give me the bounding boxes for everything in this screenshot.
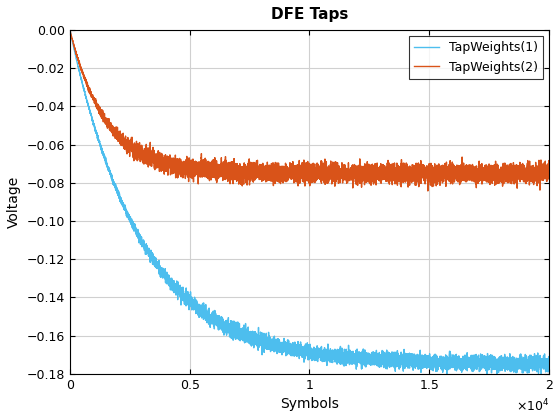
Y-axis label: Voltage: Voltage (7, 176, 21, 228)
TapWeights(1) (410, 356, 417, 361)
Text: $\times10^4$: $\times10^4$ (516, 398, 549, 415)
TapWeights(1) (515, 358, 521, 363)
Line: TapWeights(1): TapWeights(1) (70, 30, 549, 375)
TapWeights(1) (444, 372, 450, 377)
TapWeights(1) (356, 354, 363, 359)
TapWeights(2) (67, 28, 73, 33)
Line: TapWeights(2): TapWeights(2) (70, 30, 549, 191)
Title: DFE Taps: DFE Taps (271, 7, 348, 22)
TapWeights(2) (410, 173, 417, 178)
TapWeights(1) (546, 360, 553, 365)
TapWeights(1) (374, 360, 381, 365)
TapWeights(1) (186, 295, 193, 300)
Legend: TapWeights(1), TapWeights(2): TapWeights(1), TapWeights(2) (409, 36, 543, 79)
TapWeights(2) (515, 170, 521, 175)
TapWeights(2) (293, 168, 300, 173)
X-axis label: Symbols: Symbols (280, 397, 339, 411)
TapWeights(2) (424, 189, 431, 194)
TapWeights(2) (546, 165, 553, 170)
TapWeights(2) (186, 155, 193, 160)
TapWeights(2) (374, 170, 381, 175)
TapWeights(2) (356, 168, 363, 173)
TapWeights(1) (67, 28, 73, 33)
TapWeights(1) (293, 346, 300, 351)
